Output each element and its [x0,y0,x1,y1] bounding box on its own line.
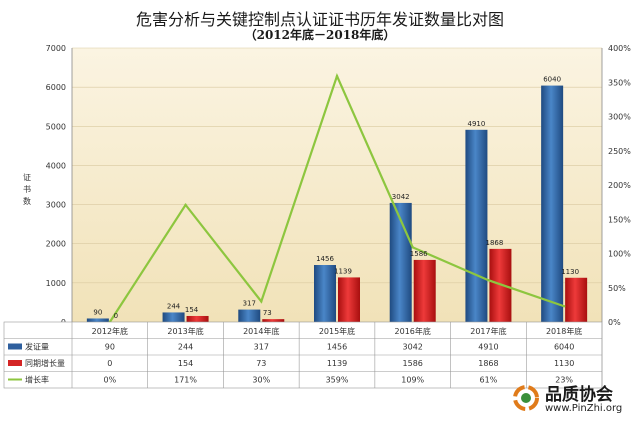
data-label-growth: 1130 [561,268,579,276]
bar-issued [465,129,488,322]
logo-text: 品质协会 [545,385,613,405]
point-growth-rate [260,300,263,303]
logo: 品质协会 www.PinZhi.org [500,378,640,422]
legend-label: 增长率 [25,375,49,385]
table-cell: 359% [326,376,349,385]
table-cell: 1456 [327,343,347,352]
data-label-issued: 3042 [392,193,410,201]
data-label-growth: 154 [185,306,199,314]
y2-tick-label: 0% [608,318,621,327]
data-label-issued: 244 [167,302,181,310]
table-cell: 0% [104,376,117,385]
point-growth-rate [411,246,414,249]
bar-issued [314,265,336,322]
point-growth-rate [335,74,339,78]
x-tick-label: 2012年底 [92,326,128,336]
table-cell: 1868 [478,359,498,368]
y-tick-label: 4000 [46,161,66,170]
table-cell: 171% [174,376,197,385]
y-tick-label: 1000 [46,279,66,288]
table-cell: 90 [105,343,115,352]
y-tick-label: 7000 [46,44,66,53]
point-growth-rate [184,203,187,207]
x-tick-label: 2017年底 [470,326,506,336]
y-tick-label: 6000 [46,83,66,92]
data-label-growth: 1139 [334,267,352,275]
table-cell: 6040 [554,343,574,352]
bar-growth [413,259,436,322]
table-cell: 4910 [478,343,498,352]
y-axis-label: 证 [23,173,31,182]
point-growth-rate [562,305,566,308]
bar-growth [338,277,360,322]
y2-tick-label: 400% [608,44,631,53]
y-axis-label: 书 [23,184,31,194]
table-cell: 317 [254,343,269,352]
y-tick-label: 3000 [46,201,66,210]
data-label-growth: 0 [114,312,118,320]
x-tick-label: 2013年底 [167,326,203,336]
logo-url: www.PinZhi.org [545,403,623,414]
bar-issued [541,85,564,322]
table-cell: 109% [401,376,424,385]
legend-swatch [8,343,22,350]
x-tick-label: 2015年底 [319,326,355,336]
y2-tick-label: 350% [608,78,631,87]
y2-tick-label: 150% [608,215,631,224]
bar-issued [238,309,261,322]
point-growth-rate [487,279,490,282]
table-cell: 23% [555,376,573,385]
chart-title: 危害分析与关键控制点认证证书历年发证数量比对图 [135,10,504,29]
y-tick-label: 2000 [46,240,66,249]
bar-growth [186,315,209,322]
bar-growth [565,277,588,322]
table-cell: 61% [480,376,498,385]
y2-tick-label: 200% [608,181,631,190]
table-cell: 1130 [554,359,574,368]
y2-tick-label: 250% [608,147,631,156]
table-cell: 244 [178,343,193,352]
y-tick-label: 5000 [46,122,66,131]
data-label-issued: 90 [93,308,102,316]
legend-label: 发证量 [25,342,49,352]
x-tick-label: 2016年底 [395,326,431,336]
table-cell: 154 [178,359,193,368]
data-label-issued: 317 [243,300,256,308]
data-label-issued: 6040 [543,76,561,84]
data-label-growth: 1868 [486,239,504,247]
table-cell: 30% [252,376,270,385]
x-tick-label: 2014年底 [243,326,279,336]
table-cell: 1139 [327,359,347,368]
logo-mark-icon [513,385,539,411]
y2-tick-label: 100% [608,250,631,259]
legend-swatch [8,360,22,366]
bar-issued [162,312,185,322]
bar-issued [86,318,109,322]
y2-tick-label: 50% [608,284,626,293]
table-cell: 1586 [403,359,423,368]
x-tick-label: 2018年底 [546,326,582,336]
plot-area [72,48,602,322]
bar-growth [262,319,285,322]
y-axis-label: 数 [23,196,31,206]
data-label-growth: 73 [263,309,272,317]
data-label-growth: 1586 [410,250,428,258]
legend-label: 同期增长量 [25,358,65,368]
table-cell: 3042 [403,343,423,352]
table-cell: 0 [107,359,112,368]
data-label-issued: 1456 [316,255,334,263]
y2-tick-label: 300% [608,113,631,122]
chart-subtitle: （2012年底－2018年底） [244,28,396,42]
data-label-issued: 4910 [468,120,486,128]
table-cell: 73 [256,359,266,368]
